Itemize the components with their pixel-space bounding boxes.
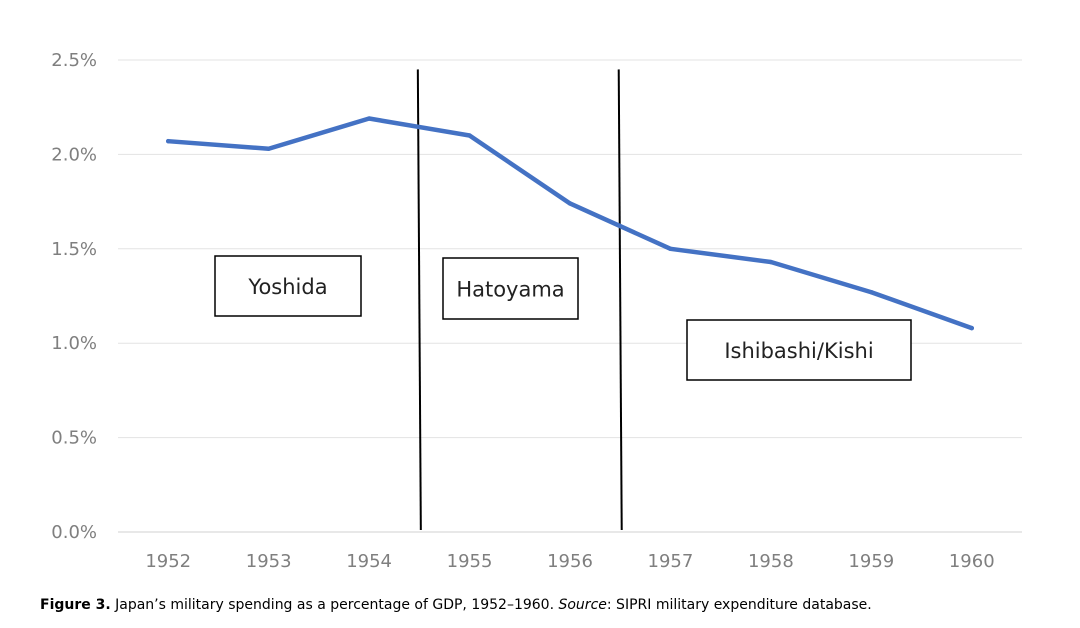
x-tick-label: 1957 bbox=[648, 551, 694, 572]
era-divider-line bbox=[617, 69, 623, 531]
data-point bbox=[567, 201, 573, 206]
data-point bbox=[166, 138, 171, 144]
gridlines bbox=[118, 59, 1022, 533]
annotation-label: Ishibashi/Kishi bbox=[724, 339, 873, 363]
x-tick-label: 1955 bbox=[447, 551, 493, 572]
era-annotation-box: Yoshida bbox=[214, 255, 362, 317]
line-chart: 0.0%0.5%1.0%1.5%2.0%2.5% 1952 1953 1954 195… bbox=[51, 50, 1022, 572]
annotation-frame bbox=[442, 257, 579, 320]
x-tick-label: 1958 bbox=[748, 551, 794, 572]
data-point bbox=[969, 325, 974, 331]
y-tick-label: 2.0% bbox=[51, 144, 97, 165]
source-text: : SIPRI military expenditure database. bbox=[606, 597, 872, 613]
data-point bbox=[768, 259, 774, 265]
annotation-frame bbox=[214, 255, 362, 317]
series-lines bbox=[165, 116, 975, 331]
y-tick-label: 1.5% bbox=[51, 239, 97, 260]
x-tick-label: 1959 bbox=[848, 551, 894, 572]
x-tick-label: 1956 bbox=[547, 551, 593, 572]
data-point bbox=[869, 290, 874, 295]
x-tick-label: 1953 bbox=[246, 551, 292, 572]
figure-caption: Figure 3. Japan’s military spending as a… bbox=[40, 597, 872, 613]
data-point bbox=[467, 133, 472, 138]
caption-text: Japan’s military spending as a percentag… bbox=[110, 597, 559, 613]
data-point bbox=[366, 116, 372, 121]
y-tick-label: 2.5% bbox=[51, 50, 97, 71]
y-tick-label: 1.0% bbox=[51, 333, 97, 354]
source-label: Source bbox=[558, 597, 607, 613]
x-tick-label: 1960 bbox=[949, 551, 995, 572]
data-point bbox=[266, 146, 271, 151]
y-axis-ticks: 0.0% 0.5% 1.0% 1.5% 2.0% 2.5% bbox=[51, 50, 97, 543]
era-divider-line bbox=[416, 69, 422, 531]
annotation-frame bbox=[686, 319, 912, 381]
era-annotation-box: Hatoyama bbox=[442, 257, 579, 320]
y-tick-label: 0.5% bbox=[51, 428, 97, 449]
annotation-label: Hatoyama bbox=[456, 278, 564, 302]
data-point bbox=[668, 246, 673, 251]
annotation-label: Yoshida bbox=[247, 275, 327, 299]
era-annotations: Yoshida Hatoyama Ishibashi/Kishi bbox=[214, 255, 912, 381]
x-tick-label: 1952 bbox=[145, 551, 191, 572]
x-axis-ticks: 1952 1953 1954 1955 1956 1957 1958 1959 1960 bbox=[145, 551, 994, 572]
era-annotation-box: Ishibashi/Kishi bbox=[686, 319, 912, 381]
x-tick-label: 1954 bbox=[346, 551, 392, 572]
era-dividers bbox=[416, 69, 623, 531]
y-tick-label: 0.0% bbox=[51, 522, 97, 543]
figure-label: Figure 3. bbox=[40, 597, 111, 613]
